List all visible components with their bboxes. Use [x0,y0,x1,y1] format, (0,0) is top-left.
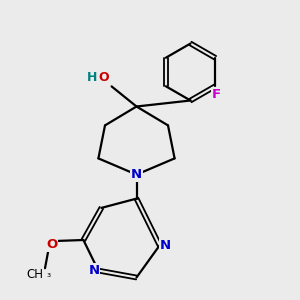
Text: F: F [212,88,221,101]
Text: H: H [87,71,97,84]
Text: ₃: ₃ [47,269,51,279]
Text: O: O [46,238,57,251]
Text: N: N [88,264,100,277]
Text: N: N [131,168,142,181]
Text: N: N [159,239,171,252]
Text: CH: CH [26,268,44,281]
Text: O: O [98,71,109,84]
